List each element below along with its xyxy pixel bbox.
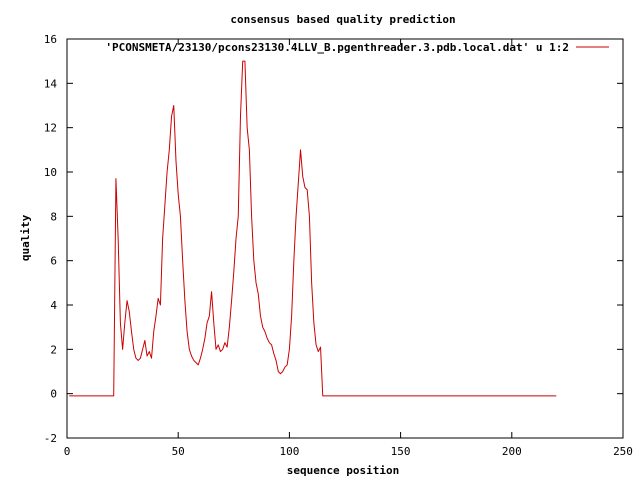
plot-frame [66, 38, 624, 439]
y-tick-label: 16 [44, 33, 57, 46]
y-tick-label: 0 [50, 388, 57, 401]
x-tick-label: 150 [391, 445, 411, 458]
x-tick-label: 0 [64, 445, 71, 458]
y-tick-label: 6 [50, 255, 57, 268]
y-tick-label: 14 [44, 77, 58, 90]
y-tick-label: 10 [44, 166, 57, 179]
y-tick-label: 8 [50, 210, 57, 223]
x-tick-label: 200 [502, 445, 522, 458]
y-axis-label: quality [19, 214, 32, 261]
legend-label: 'PCONSMETA/23130/pcons23130.4LLV_B.pgent… [105, 41, 569, 54]
y-tick-label: 2 [50, 343, 57, 356]
legend: 'PCONSMETA/23130/pcons23130.4LLV_B.pgent… [105, 41, 609, 54]
x-tick-label: 100 [279, 445, 299, 458]
x-tick-label: 50 [172, 445, 185, 458]
x-tick-label: 250 [613, 445, 633, 458]
y-tick-label: 12 [44, 122, 57, 135]
x-axis-label: sequence position [287, 464, 400, 477]
y-tick-label: -2 [44, 432, 57, 445]
series-layer [69, 60, 557, 397]
axis-ticks: 0 50 100 150 200 250 -2 0 2 4 6 8 10 12 14 16 [44, 33, 633, 458]
series-line [69, 60, 557, 397]
chart-title: consensus based quality prediction [230, 13, 455, 26]
y-tick-label: 4 [50, 299, 57, 312]
